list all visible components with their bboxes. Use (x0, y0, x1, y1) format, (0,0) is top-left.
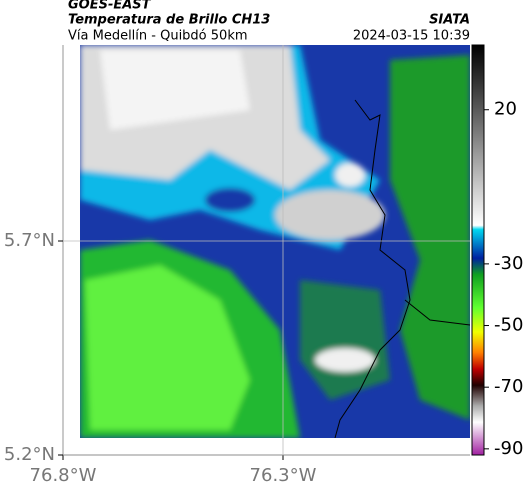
satellite-image (80, 45, 470, 438)
x-tick-label: 76.3°W (250, 465, 317, 486)
colorbar-tick-label: -90 (494, 438, 523, 459)
colorbar-tick-label: -30 (494, 253, 523, 274)
timestamp: 2024-03-15 10:39 (353, 29, 470, 44)
subtitle: Vía Medellín - Quibdó 50km (68, 29, 248, 44)
colorbar-tick-label: 20 (494, 99, 517, 120)
colorbar-tick-label: -70 (494, 376, 523, 397)
colorbar (471, 44, 485, 456)
x-tick-label: 76.8°W (30, 465, 97, 486)
source: GOES-EAST (68, 0, 152, 13)
title: Temperatura de Brillo CH13 (68, 13, 270, 28)
organization: SIATA (429, 13, 470, 28)
y-tick-label: 5.7°N (4, 230, 55, 251)
y-tick-label: 5.2°N (4, 444, 55, 465)
colorbar-tick-label: -50 (494, 315, 523, 336)
